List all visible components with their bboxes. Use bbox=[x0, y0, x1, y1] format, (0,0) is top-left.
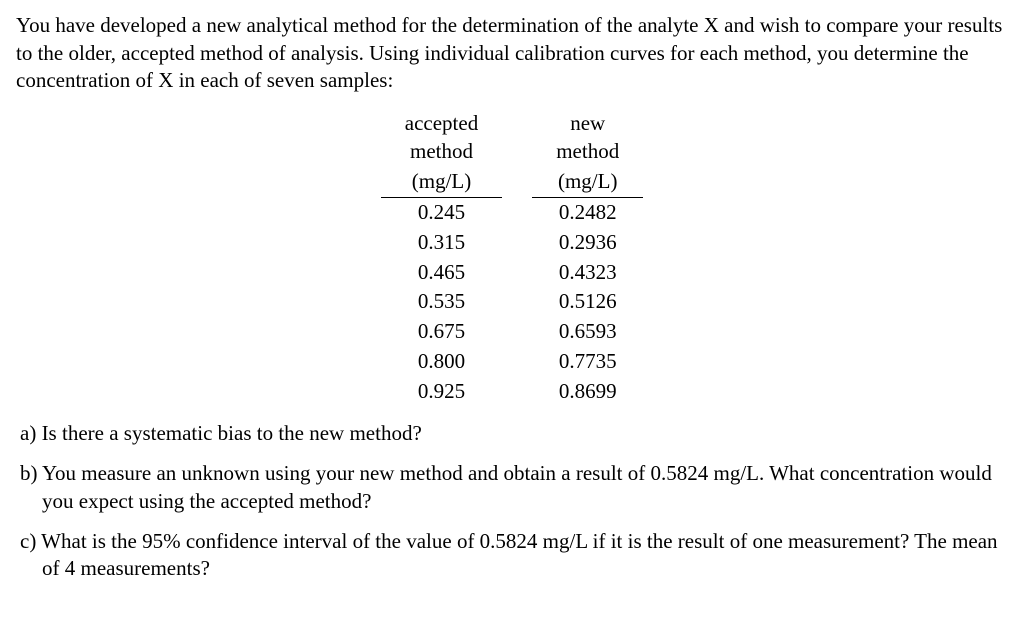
question-c: c) What is the 95% confidence interval o… bbox=[16, 528, 1008, 583]
cell-new: 0.2936 bbox=[532, 228, 643, 258]
question-a: a) Is there a systematic bias to the new… bbox=[16, 420, 1008, 448]
cell-accepted: 0.675 bbox=[381, 317, 502, 347]
cell-accepted: 0.245 bbox=[381, 198, 502, 228]
table-row: 0.535 0.5126 bbox=[381, 287, 643, 317]
table-row: 0.675 0.6593 bbox=[381, 317, 643, 347]
cell-accepted: 0.925 bbox=[381, 377, 502, 407]
cell-new: 0.5126 bbox=[532, 287, 643, 317]
col2-header: newmethod bbox=[532, 109, 643, 166]
col1-unit: (mg/L) bbox=[381, 167, 502, 198]
cell-accepted: 0.535 bbox=[381, 287, 502, 317]
col1-header: acceptedmethod bbox=[381, 109, 502, 166]
col2-unit: (mg/L) bbox=[532, 167, 643, 198]
table-row: 0.245 0.2482 bbox=[381, 198, 643, 228]
cell-new: 0.4323 bbox=[532, 258, 643, 288]
table-row: 0.315 0.2936 bbox=[381, 228, 643, 258]
table-row: 0.925 0.8699 bbox=[381, 377, 643, 407]
table-row: 0.465 0.4323 bbox=[381, 258, 643, 288]
cell-new: 0.7735 bbox=[532, 347, 643, 377]
cell-new: 0.8699 bbox=[532, 377, 643, 407]
data-table: acceptedmethod newmethod (mg/L) (mg/L) 0… bbox=[381, 109, 643, 406]
cell-accepted: 0.465 bbox=[381, 258, 502, 288]
question-b: b) You measure an unknown using your new… bbox=[16, 460, 1008, 515]
cell-accepted: 0.800 bbox=[381, 347, 502, 377]
intro-paragraph: You have developed a new analytical meth… bbox=[16, 12, 1008, 95]
cell-new: 0.2482 bbox=[532, 198, 643, 228]
cell-accepted: 0.315 bbox=[381, 228, 502, 258]
table-row: 0.800 0.7735 bbox=[381, 347, 643, 377]
cell-new: 0.6593 bbox=[532, 317, 643, 347]
